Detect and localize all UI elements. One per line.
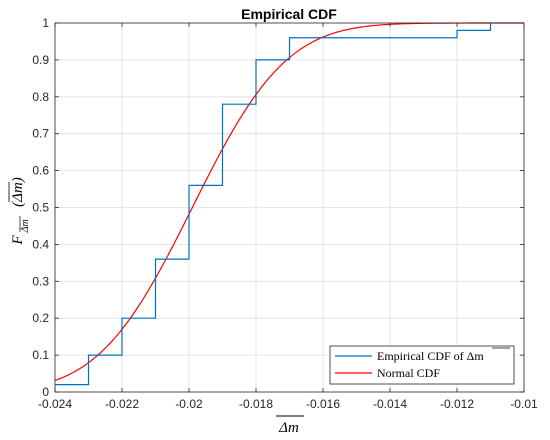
x-tick-label: -0.022	[105, 397, 139, 411]
x-tick-label: -0.02	[175, 397, 203, 411]
y-tick-label: 0.9	[32, 53, 49, 67]
chart-title: Empirical CDF	[241, 6, 337, 22]
y-tick-label: 0.3	[32, 274, 49, 288]
legend-box	[329, 345, 515, 385]
x-axis-label: Δm	[276, 415, 304, 436]
legend: Empirical CDF of Δm Normal CDF	[329, 345, 515, 385]
y-tick-label: 0.1	[32, 348, 49, 362]
plot-area	[54, 22, 525, 393]
y-tick-label: 1	[42, 16, 49, 30]
empirical-cdf-step-line	[55, 23, 492, 386]
x-tick-label: -0.01	[510, 397, 538, 411]
legend-label-empirical: Empirical CDF of Δm	[377, 349, 484, 363]
x-tick-labels: -0.024 -0.022 -0.02 -0.018 -0.016 -0.014 -0.01…	[38, 397, 538, 411]
legend-label-normal: Normal CDF	[377, 366, 440, 380]
y-axis-label-text: F Δm (Δm)	[10, 177, 32, 245]
y-label-subscript: Δm	[20, 219, 31, 233]
y-axis-label: F Δm (Δm)	[8, 177, 32, 245]
y-tick-label: 0.6	[32, 164, 49, 178]
x-tick-label: -0.012	[440, 397, 474, 411]
x-tick-label: -0.018	[239, 397, 273, 411]
y-tick-label: 0	[42, 385, 49, 399]
tick-marks	[54, 22, 525, 393]
y-tick-label: 0.8	[32, 90, 49, 104]
y-tick-label: 0.5	[32, 201, 49, 215]
x-tick-label: -0.024	[38, 397, 72, 411]
y-tick-labels: 0 0.1 0.2 0.3 0.4 0.5 0.6 0.7 0.8 0.9 1	[32, 16, 49, 399]
y-label-prefix: F	[10, 234, 26, 245]
x-tick-label: -0.016	[306, 397, 340, 411]
x-tick-label: -0.014	[373, 397, 407, 411]
y-tick-label: 0.2	[32, 311, 49, 325]
x-axis-label-text: Δm	[278, 420, 299, 436]
y-tick-label: 0.4	[32, 237, 49, 251]
y-label-argument: (Δm)	[10, 177, 26, 207]
y-tick-label: 0.7	[32, 127, 49, 141]
